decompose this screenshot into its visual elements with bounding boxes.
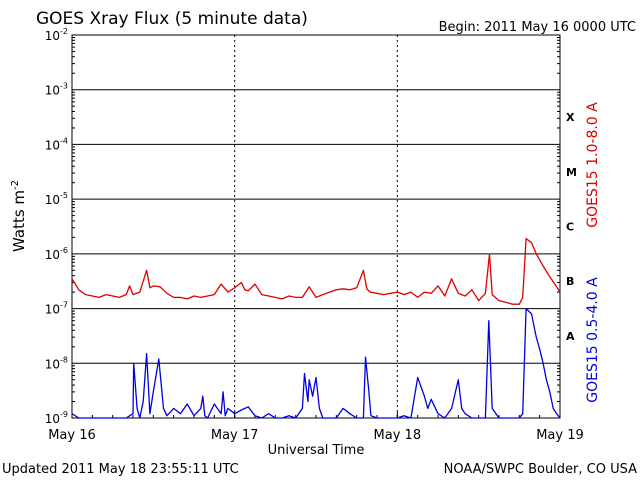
y-tick-exponent: -2 [60, 27, 68, 36]
legend-goes15-long: GOES15 1.0-8.0 A [585, 102, 601, 228]
y-tick-exponent: -7 [60, 301, 68, 310]
y-tick-exponent: -6 [60, 246, 68, 255]
y-tick-exponent: -9 [60, 410, 68, 419]
flare-class-label: X [566, 111, 575, 124]
y-axis-label: Watts m-2 [10, 180, 28, 252]
footer-updated: Updated 2011 May 18 23:55:11 UTC [2, 462, 239, 477]
y-tick-exponent: -4 [60, 136, 68, 145]
chart-title: GOES Xray Flux (5 minute data) [36, 9, 308, 29]
y-tick-base: 10 [45, 138, 60, 152]
x-tick-label: May 19 [536, 428, 584, 443]
y-tick-base: 10 [45, 29, 60, 43]
y-tick-label: 10-4 [45, 136, 68, 152]
x-axis: May 16 May 17 May 18 May 19 [48, 412, 584, 443]
y-tick-label: 10-2 [45, 27, 68, 43]
flare-class-label: A [566, 330, 575, 343]
y-tick-label: 10-9 [45, 410, 68, 426]
y-tick-label: 10-7 [45, 301, 68, 317]
series-lines [71, 237, 561, 419]
x-axis-label: Universal Time [268, 443, 365, 458]
y-tick-base: 10 [45, 303, 60, 317]
x-tick-label: May 18 [374, 428, 422, 443]
x-tick-label: May 16 [48, 428, 96, 443]
y-tick-base: 10 [45, 412, 60, 426]
flare-class-label: B [566, 275, 574, 288]
flare-class-labels: X M C B A [566, 111, 577, 343]
y-axis-label-exponent: -2 [10, 180, 21, 190]
begin-time-label: Begin: 2011 May 16 0000 UTC [439, 20, 636, 35]
y-tick-base: 10 [45, 193, 60, 207]
y-tick-label: 10-3 [45, 82, 68, 98]
y-tick-exponent: -5 [60, 191, 68, 200]
legend-goes15-short: GOES15 0.5-4.0 A [585, 277, 601, 403]
x-tick-label: May 17 [211, 428, 259, 443]
y-tick-label: 10-6 [45, 246, 68, 262]
series-line-1 [71, 307, 561, 419]
y-tick-base: 10 [45, 84, 60, 98]
y-tick-label: 10-8 [45, 355, 68, 371]
flare-class-label: M [566, 166, 577, 179]
y-axis: 10-210-310-410-510-610-710-810-9 [45, 27, 68, 426]
y-tick-base: 10 [45, 248, 60, 262]
y-tick-base: 10 [45, 357, 60, 371]
y-tick-exponent: -3 [60, 82, 68, 91]
footer-credit: NOAA/SWPC Boulder, CO USA [444, 462, 637, 477]
y-tick-exponent: -8 [60, 355, 68, 364]
y-axis-label-text: Watts m [10, 190, 28, 252]
flare-class-label: C [566, 221, 574, 234]
y-tick-label: 10-5 [45, 191, 68, 207]
series-line-0 [71, 237, 561, 305]
